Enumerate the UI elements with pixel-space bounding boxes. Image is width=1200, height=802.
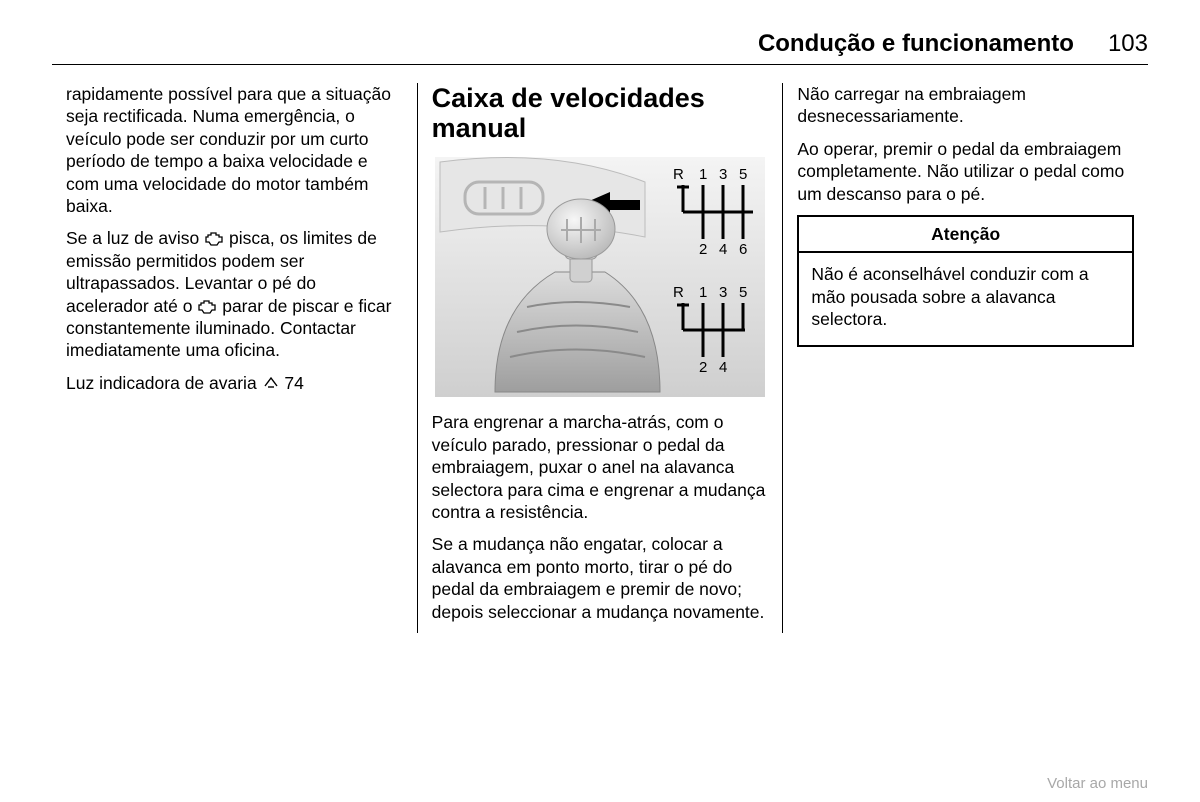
gear5-3: 3 bbox=[719, 284, 727, 301]
gear6-2: 2 bbox=[699, 241, 707, 258]
back-to-menu-link[interactable]: Voltar ao menu bbox=[1047, 775, 1148, 792]
column-2: Caixa de velocidades manual bbox=[417, 83, 783, 633]
gear6-6: 6 bbox=[739, 241, 747, 258]
col1-para2: Se a luz de aviso pisca, os limites de e… bbox=[66, 227, 403, 361]
page-header: Condução e funcionamento 103 bbox=[52, 30, 1148, 65]
attention-title: Atenção bbox=[799, 217, 1132, 253]
col1-para3: Luz indicadora de avaria 74 bbox=[66, 372, 403, 394]
attention-box: Atenção Não é aconselhável conduzir com … bbox=[797, 215, 1134, 347]
gear5-4: 4 bbox=[719, 359, 727, 376]
gear6-3: 3 bbox=[719, 166, 727, 183]
col1-p3a: Luz indicadora de avaria bbox=[66, 373, 262, 393]
col1-p2a: Se a luz de aviso bbox=[66, 228, 204, 248]
gear6-4: 4 bbox=[719, 241, 727, 258]
col3-para2: Ao operar, premir o pedal da embraiagem … bbox=[797, 138, 1134, 205]
gear6-R: R bbox=[673, 166, 684, 183]
gear5-R: R bbox=[673, 284, 684, 301]
gear5-1: 1 bbox=[699, 284, 707, 301]
column-1: rapidamente possível para que a situação… bbox=[52, 83, 417, 633]
col3-para1: Não carregar na embraiagem desnecessaria… bbox=[797, 83, 1134, 128]
gear-shift-diagram: R 1 3 5 2 4 6 R bbox=[435, 157, 765, 397]
gear6-1: 1 bbox=[699, 166, 707, 183]
column-3: Não carregar na embraiagem desnecessaria… bbox=[782, 83, 1148, 633]
page-reference-icon bbox=[264, 376, 278, 390]
gearbox-heading: Caixa de velocidades manual bbox=[432, 83, 769, 143]
content-columns: rapidamente possível para que a situação… bbox=[52, 83, 1148, 633]
gear6-5: 5 bbox=[739, 166, 747, 183]
gear5-5: 5 bbox=[739, 284, 747, 301]
attention-body: Não é aconselhável conduzir com a mão po… bbox=[799, 253, 1132, 344]
section-title: Condução e funcionamento bbox=[758, 30, 1074, 58]
col2-para1: Para engrenar a marcha-atrás, com o veíc… bbox=[432, 411, 769, 523]
col1-para1: rapidamente possível para que a situação… bbox=[66, 83, 403, 217]
col2-para2: Se a mudança não engatar, colocar a alav… bbox=[432, 533, 769, 623]
col1-p3b: 74 bbox=[284, 373, 303, 393]
page: Condução e funcionamento 103 rapidamente… bbox=[0, 0, 1200, 802]
page-number: 103 bbox=[1108, 30, 1148, 58]
check-engine-icon bbox=[204, 232, 224, 246]
gear5-2: 2 bbox=[699, 359, 707, 376]
check-engine-icon bbox=[197, 300, 217, 314]
